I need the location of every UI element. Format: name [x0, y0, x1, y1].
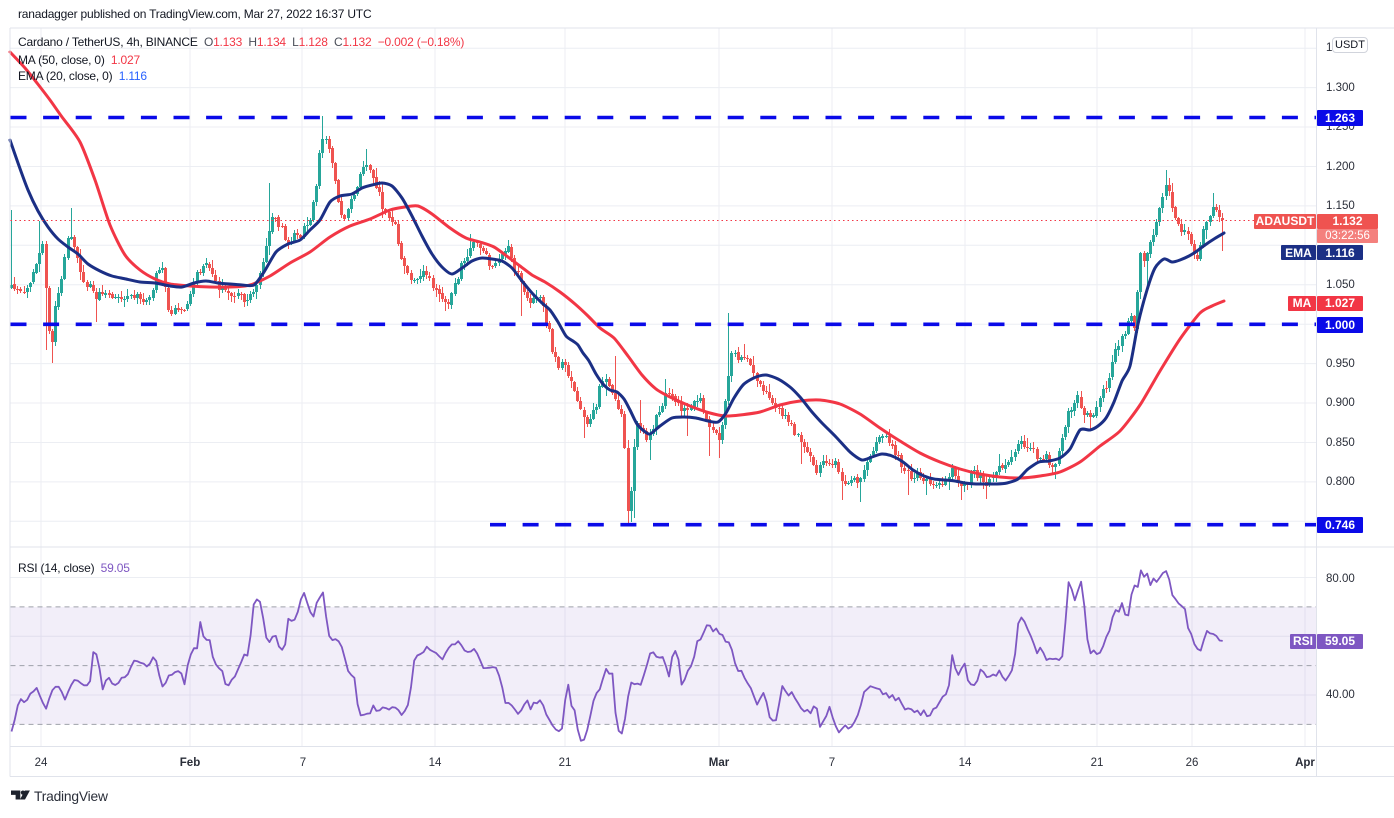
svg-text:TradingView: TradingView [34, 789, 108, 804]
